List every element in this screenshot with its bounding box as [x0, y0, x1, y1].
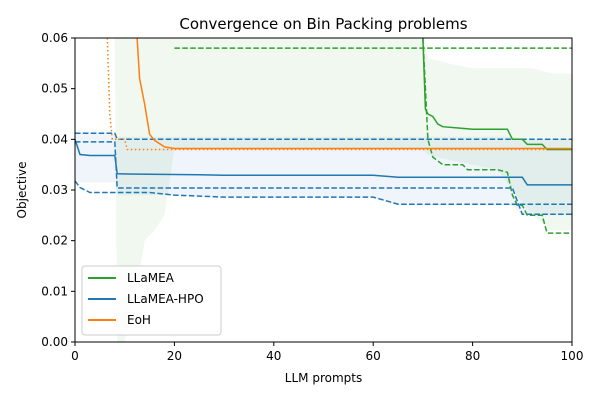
legend-label-eoh: EoH — [127, 313, 151, 327]
legend-label-llamea-hpo: LLaMEA-HPO — [127, 292, 204, 306]
y-axis-label: Objective — [15, 162, 29, 219]
series-lines — [75, 38, 572, 234]
eoh-mean-line — [136, 38, 572, 150]
llamea-bound-b-line — [422, 38, 572, 234]
x-axis-ticks: 0 20 40 60 80 100 — [71, 342, 583, 363]
y-tick-label: 0.06 — [41, 31, 68, 45]
x-tick-label: 20 — [167, 349, 182, 363]
confidence-bands — [75, 38, 572, 342]
x-tick-label: 80 — [465, 349, 480, 363]
llamea-band — [75, 38, 572, 342]
eoh-dotted-line — [106, 38, 572, 151]
y-tick-label: 0.01 — [41, 284, 68, 298]
llamea-mean-line — [422, 38, 572, 151]
legend-box — [81, 265, 222, 336]
x-tick-label: 100 — [561, 349, 584, 363]
y-tick-label: 0.05 — [41, 82, 68, 96]
x-tick-label: 60 — [366, 349, 381, 363]
x-tick-label: 40 — [266, 349, 281, 363]
llamea-hpo-bound-a-line — [75, 132, 572, 141]
legend-label-llamea: LLaMEA — [127, 271, 175, 285]
llamea-hpo-bound-b-line — [75, 141, 572, 216]
y-axis-ticks: 0.00 0.01 0.02 0.03 0.04 0.05 0.06 — [41, 31, 75, 349]
legend: LLaMEA LLaMEA-HPO EoH — [81, 265, 222, 336]
x-tick-label: 0 — [71, 349, 79, 363]
y-tick-label: 0.02 — [41, 234, 68, 248]
y-tick-label: 0.03 — [41, 183, 68, 197]
y-tick-label: 0.00 — [41, 335, 68, 349]
llamea-hpo-band — [75, 131, 572, 216]
chart-title: Convergence on Bin Packing problems — [179, 15, 467, 33]
llamea-hpo-mean-line — [75, 139, 572, 186]
y-tick-label: 0.04 — [41, 132, 68, 146]
x-axis-label: LLM prompts — [285, 371, 362, 385]
